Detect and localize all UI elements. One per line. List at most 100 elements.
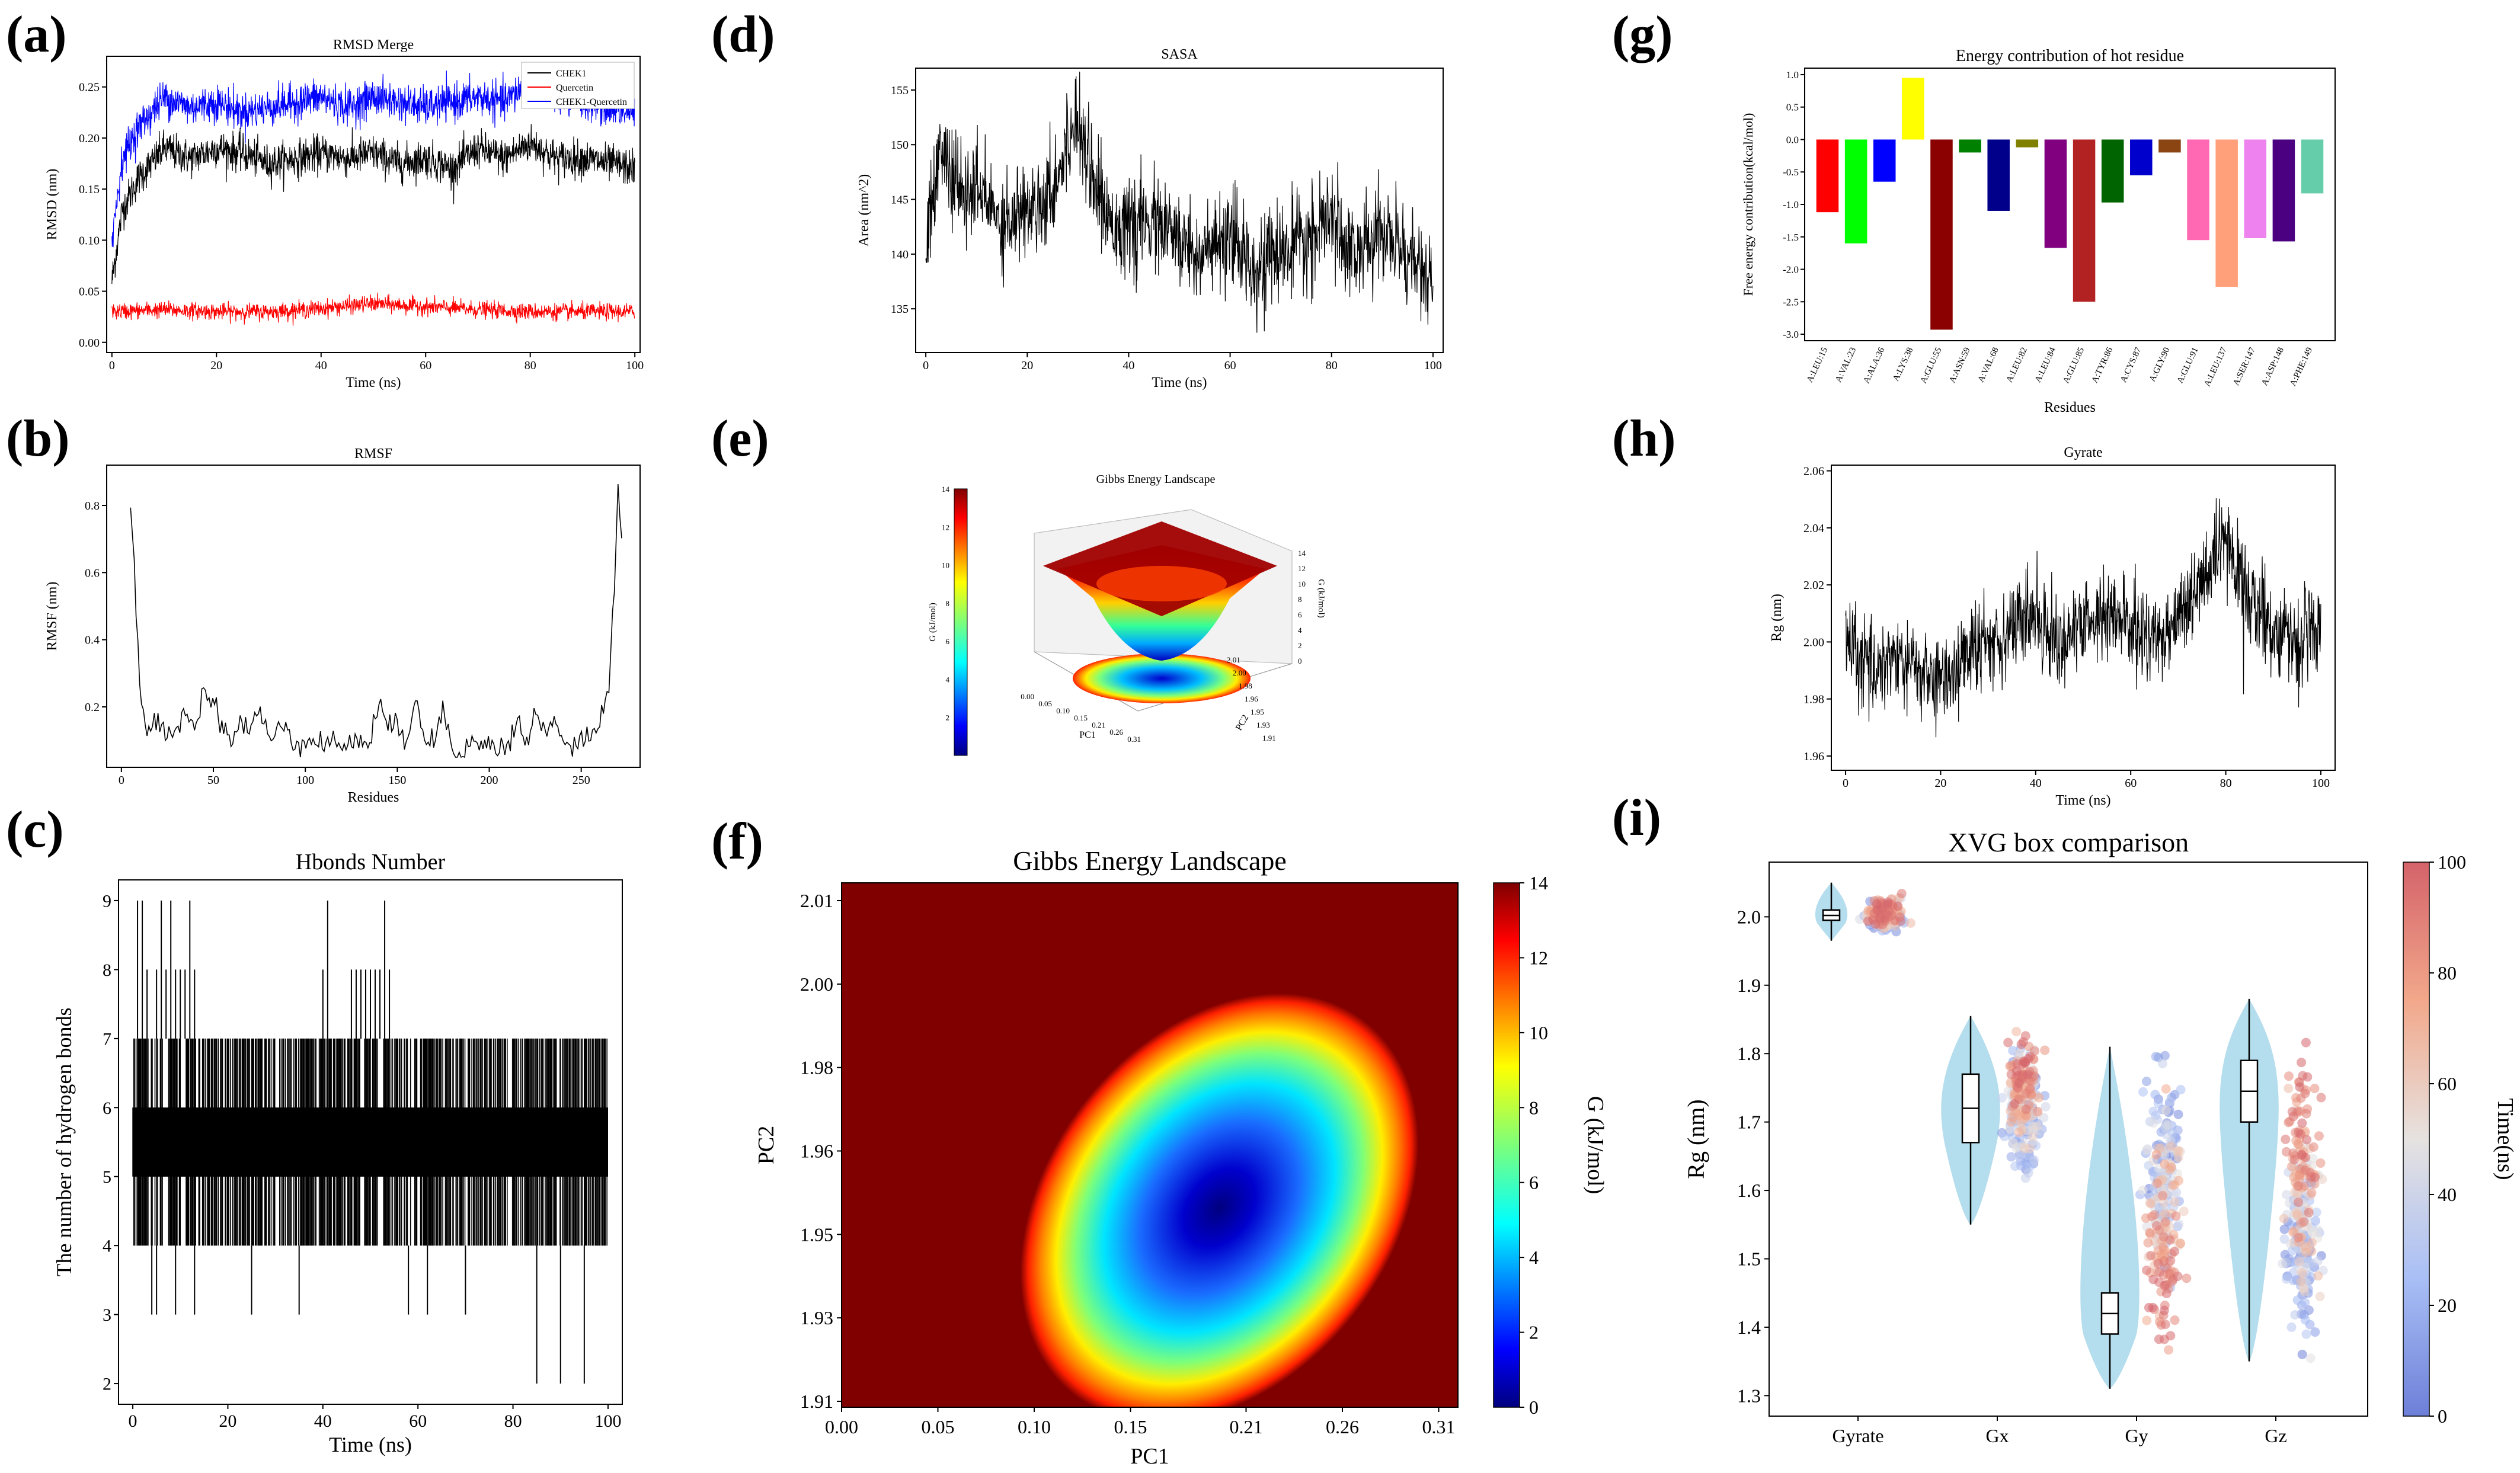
colorbar-tick-label: 14: [942, 485, 950, 494]
scatter-point: [2295, 1082, 2305, 1092]
scatter-point: [2006, 1152, 2016, 1162]
scatter-point: [2153, 1259, 2163, 1269]
scatter-point: [2308, 1154, 2318, 1164]
scatter-point: [2008, 1112, 2018, 1122]
x-tick-label: Gy: [2125, 1425, 2148, 1446]
y-tick-label: 1.93: [800, 1307, 833, 1328]
z-tick-label: 2: [1298, 641, 1302, 650]
x-axis-label: Time (ns): [329, 1433, 412, 1456]
scatter-point: [2005, 1124, 2015, 1134]
colorbar-tick-label: 60: [2438, 1073, 2457, 1094]
chart-title: Gibbs Energy Landscape: [1013, 846, 1287, 876]
y-tick-label: 9: [103, 891, 111, 911]
scatter-point: [2305, 1353, 2316, 1363]
scatter-point: [2294, 1257, 2304, 1267]
scatter-point: [2151, 1052, 2161, 1062]
colorbar-tick-label: 2: [946, 713, 950, 722]
chart-title: RMSF: [354, 446, 392, 462]
scatter-point: [2161, 1263, 2172, 1273]
scatter-point: [1854, 914, 1865, 924]
y-tick-label: 2: [103, 1375, 111, 1394]
pc1-tick-label: 0.00: [1021, 692, 1034, 701]
chart-title: Energy contribution of hot residue: [1956, 47, 2184, 65]
scatter-point: [2145, 1228, 2155, 1238]
scatter-point: [2011, 1026, 2022, 1036]
chart-rmsd: 0 20 40 60 80 100 0.00 0.05 0.10 0.15 0.20 0.25 RMSD…: [44, 37, 644, 390]
scatter-point: [2151, 1149, 2161, 1160]
x-tick-label: 0: [1843, 777, 1849, 790]
scatter-point: [2147, 1212, 2157, 1222]
y-tick-label: -3.0: [1783, 329, 1799, 340]
pc2-axis-label: PC2: [1234, 713, 1251, 732]
y-tick-label: -2.5: [1783, 296, 1799, 308]
scatter-point: [2290, 1309, 2300, 1320]
scatter-point: [2141, 1077, 2151, 1087]
scatter-point: [2173, 1176, 2183, 1186]
chart-gibbs-heatmap: Gibbs Energy Landscape 0.00 0.05 0.10 0.15 0.…: [754, 846, 1608, 1469]
y-tick-label: 1.6: [1737, 1180, 1761, 1201]
y-tick-label: 0.0: [1786, 134, 1799, 145]
y-tick-label: 135: [891, 303, 909, 316]
scatter-point: [2027, 1131, 2038, 1141]
y-tick-label: 0.6: [85, 566, 100, 579]
scatter-point: [2308, 1142, 2318, 1152]
colorbar-tick-label: 10: [1529, 1022, 1548, 1043]
scatter-point: [2014, 1151, 2024, 1161]
y-tick-label: 2.0: [1737, 906, 1761, 927]
x-tick-label: 60: [420, 359, 431, 372]
scatter-point: [1897, 889, 1907, 899]
scatter-point: [2173, 1152, 2183, 1163]
scatter-point: [2310, 1173, 2320, 1183]
legend-label: CHEK1-Quercetin: [556, 97, 627, 107]
plot-frame: [1769, 862, 2368, 1417]
x-tick-label: A:LYS:38: [1891, 346, 1915, 383]
scatter-point: [2302, 1072, 2313, 1082]
series-line-rmsf: [130, 483, 622, 758]
colorbar-tick-label: 4: [1529, 1247, 1539, 1268]
scatter-point: [2300, 1165, 2310, 1176]
y-axis-label: Area (nm^2): [856, 174, 872, 247]
x-axis-label: PC1: [1130, 1444, 1169, 1469]
x-tick-label: 100: [1424, 359, 1442, 372]
scatter-point: [2161, 1084, 2171, 1094]
scatter-point: [2315, 1292, 2325, 1302]
panel-label-d: (d): [711, 6, 775, 63]
plot-frame: [106, 56, 641, 353]
scatter-point: [2278, 1259, 2288, 1269]
series-line-quercetin: [111, 292, 635, 326]
floor-contour: [1073, 654, 1251, 703]
scatter-point: [2307, 1246, 2317, 1256]
y-tick-label: 1.3: [1737, 1385, 1761, 1406]
scatter-point: [2310, 1084, 2320, 1094]
x-tick-label: 40: [315, 359, 327, 372]
bar-a-phe-149: [2301, 139, 2324, 194]
scatter-point: [2158, 1191, 2168, 1201]
y-tick-label: 0.2: [85, 701, 100, 714]
scatter-point: [2176, 1085, 2186, 1095]
scatter-point: [2148, 1118, 2158, 1128]
scatter-point: [2157, 1059, 2167, 1069]
x-tick-label: 100: [2312, 777, 2330, 790]
x-tick-label: A:ASP:148: [2260, 346, 2286, 387]
y-tick-label: 1.8: [1737, 1043, 1761, 1064]
colorbar: [954, 488, 968, 756]
x-tick-label: 80: [2220, 777, 2232, 790]
scatter-point: [2160, 1217, 2170, 1227]
scatter-point: [1872, 899, 1882, 909]
scatter-point: [2011, 1066, 2022, 1076]
scatter-point: [2143, 1238, 2153, 1248]
scatter-point: [2142, 1315, 2152, 1325]
y-tick-label: -2.0: [1783, 264, 1799, 276]
bar-a-lys-38: [1902, 78, 1924, 140]
panel-label-b: (b): [6, 410, 70, 467]
colorbar: [1493, 882, 1520, 1408]
bar-a-leu-84: [2044, 139, 2067, 248]
bar-a-val-23: [1844, 139, 1867, 244]
y-tick-label: 0.05: [79, 286, 100, 299]
scatter-point: [2316, 1093, 2326, 1103]
scatter-point: [2164, 1345, 2174, 1355]
y-tick-label: 6: [103, 1099, 111, 1118]
chart-hbonds: 0 20 40 60 80 100 2 3 4 5 6 7 8 9 Hbonds Number Time (n…: [52, 850, 623, 1456]
x-tick-label: 40: [314, 1411, 332, 1431]
scatter-point: [2023, 1069, 2033, 1080]
